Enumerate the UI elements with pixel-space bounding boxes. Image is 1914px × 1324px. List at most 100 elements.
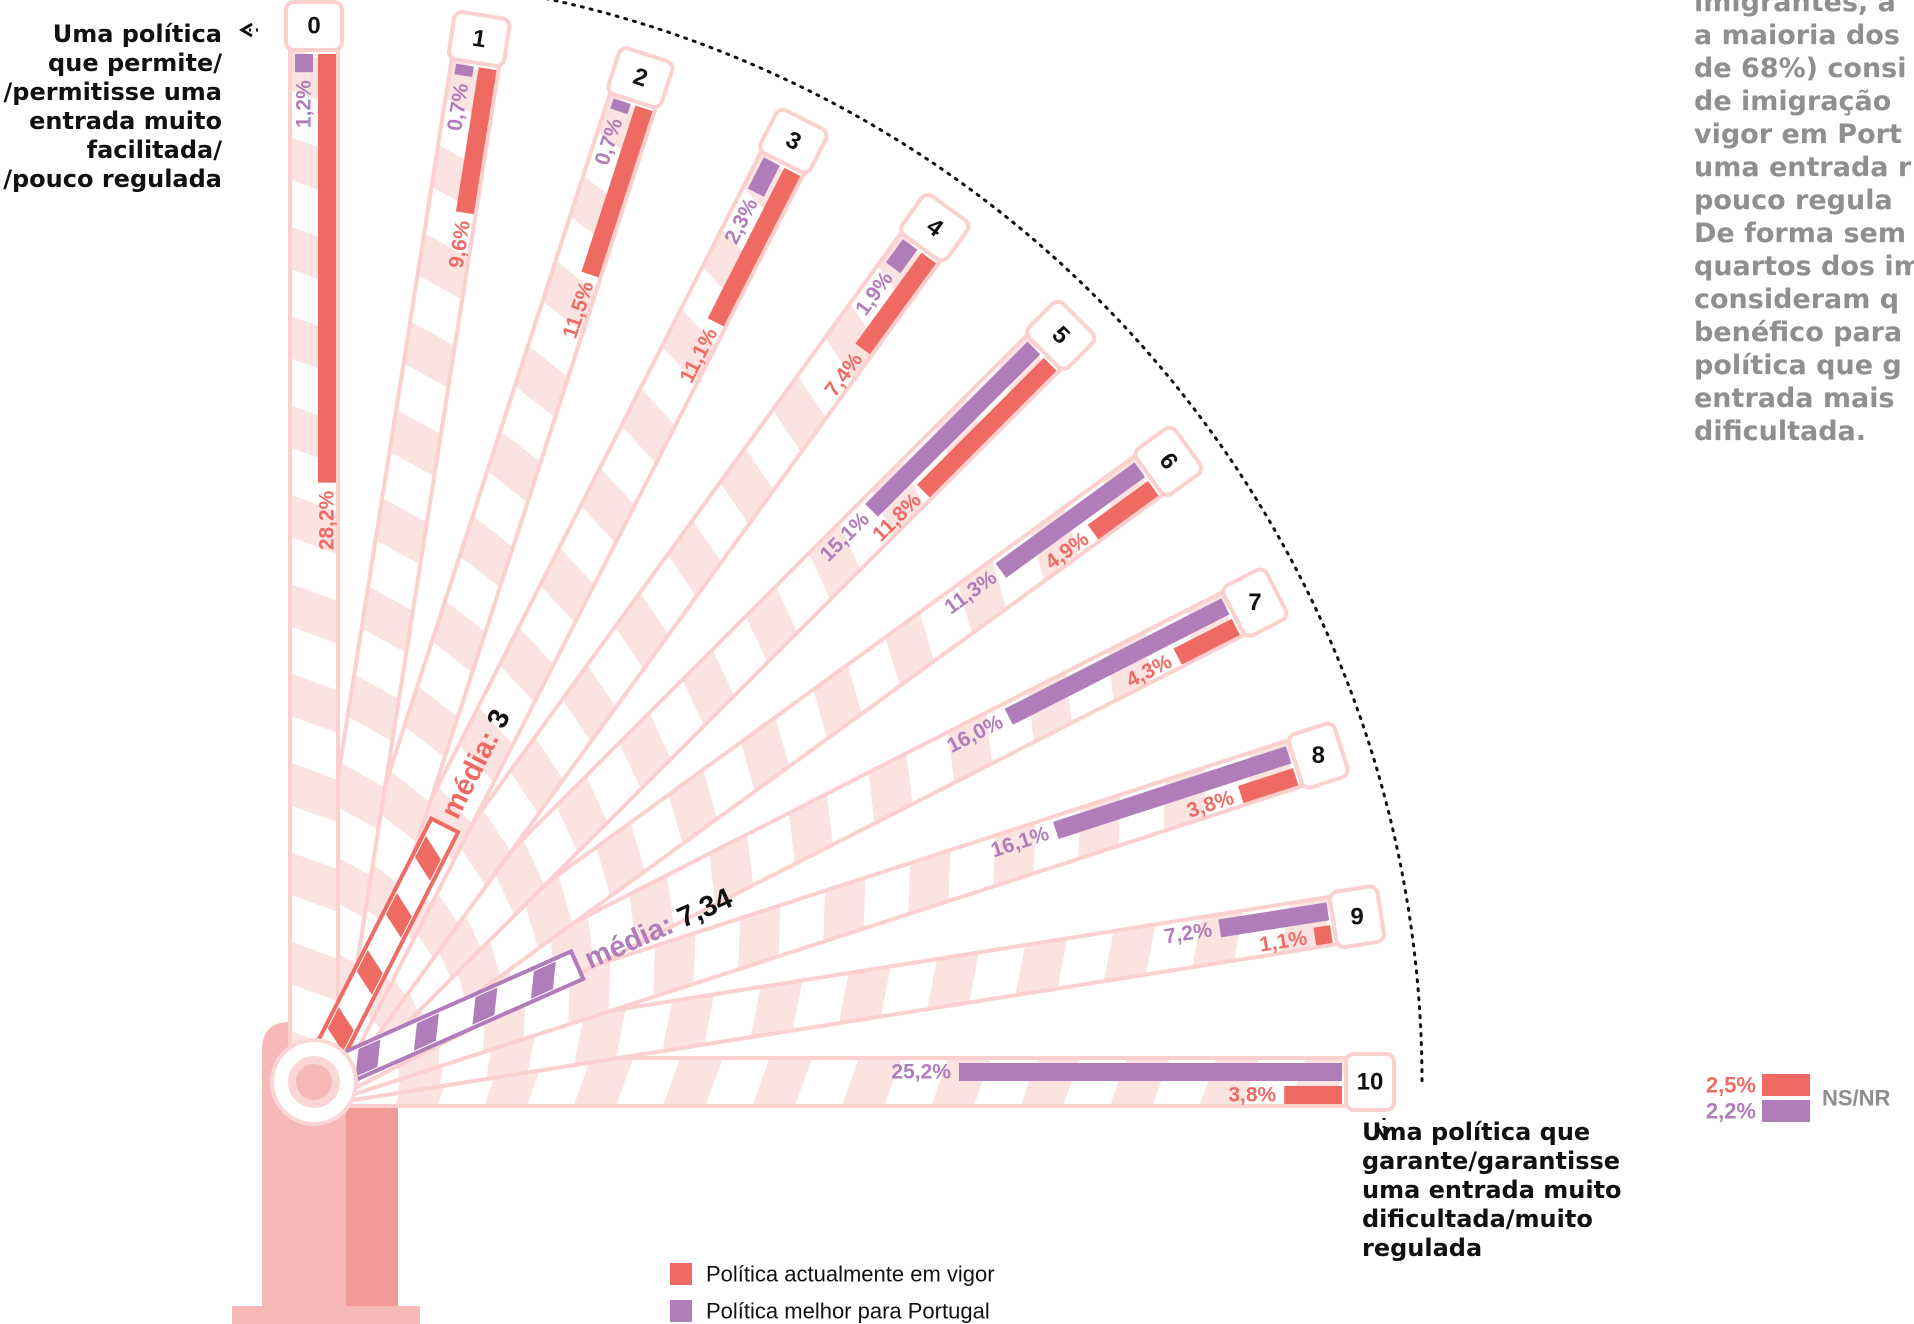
bar-better-4 [885,239,918,274]
bar-current-5 [916,357,1057,498]
arm-number-box [1344,1052,1396,1112]
scale-arm-2 [288,46,675,1092]
axis-low-line: facilitada/ [86,136,222,164]
axis-low-line: que permite/ [48,49,222,77]
bar-current-1 [455,67,497,215]
bar-better-7 [1004,598,1230,725]
note-line: política que g [1694,350,1902,381]
note-line: imigrantes, a [1694,0,1896,18]
axis-high-label: Uma política que garante/garantisse uma … [1362,1118,1622,1263]
bar-current-7 [1173,618,1240,665]
scale-arm-8 [304,721,1350,1108]
note-line: de imigração [1694,86,1892,117]
arm-number-box [1025,299,1097,371]
bar-better-8 [1053,746,1292,840]
nsnr-value-current: 2,5% [1706,1073,1756,1098]
side-note-text: imigrantes, a a maioria dos de 68%) cons… [1694,0,1914,448]
arm-number-box [758,107,829,175]
note-line: benéfico para [1694,317,1903,348]
note-line: a maioria dos [1694,20,1900,51]
bar-current-0 [318,54,336,483]
bar-current-2 [581,105,653,278]
bar-current-8 [1237,768,1299,804]
axis-high-line: dificultada/muito [1362,1205,1593,1233]
axis-low-line: /pouco regulada [3,165,222,193]
mean-stripe [385,893,412,938]
nsnr-group: 2,5%2,2% NS/NR [1706,1073,1891,1124]
bar-current-6 [1087,480,1159,540]
bar-better-6 [995,462,1146,578]
arm-number-box [284,0,344,52]
axis-high-line: garante/garantisse [1362,1147,1621,1175]
note-line: consideram q [1694,284,1900,315]
bar-better-1 [454,63,474,78]
bar-current-10 [1284,1086,1342,1104]
note-line: De forma sem [1694,218,1907,249]
note-line: dificultada. [1694,416,1867,447]
axis-low-label: Uma política que permite/ /permitisse um… [0,20,222,194]
note-line: pouco regula [1694,185,1893,216]
arm-number-box [446,10,512,68]
note-line: uma entrada r [1694,152,1912,183]
arm-number-box [899,192,971,263]
data-label: 3,8% [1228,1084,1276,1107]
scale-arm-5 [294,299,1097,1102]
legend-swatch [670,1300,692,1322]
scale-number-0: 0 [307,13,320,40]
bar-better-3 [747,157,780,197]
chart-legend: Política actualmente em vigor Política me… [670,1262,995,1324]
mean-stripe [414,835,441,881]
arm-number-box [606,46,675,110]
nsnr-value-better: 2,2% [1706,1099,1756,1124]
bar-better-5 [865,341,1041,517]
note-line: entrada mais [1694,383,1895,414]
nsnr-bar-current [1762,1074,1810,1096]
bar-current-3 [707,167,801,327]
scale-number-8: 8 [1312,742,1325,769]
bar-better-2 [610,98,631,115]
bar-better-0 [295,53,313,73]
scale-number-10: 10 [1357,1069,1384,1096]
mean-stripe [356,950,383,995]
scale-number-9: 9 [1350,903,1363,930]
arm-number-box [1328,884,1386,950]
bar-better-10 [958,1063,1342,1081]
bar-better-9 [1218,902,1330,938]
legend-swatch [670,1263,692,1285]
arm-number-box [1133,425,1204,497]
nsnr-label: NS/NR [1822,1086,1891,1111]
axis-low-line: /permitisse uma [3,78,222,106]
data-label: 1,2% [293,80,316,128]
mean-indicator: média: 3 [307,704,517,1074]
mean-stripe [530,961,556,999]
arrow-down-icon [1376,1127,1392,1141]
axis-high-line: uma entrada muito [1362,1176,1622,1204]
data-label: 28,2% [316,490,339,550]
note-line: vigor em Port [1694,119,1902,150]
legend-label: Política actualmente em vigor [706,1262,995,1287]
bar-current-4 [855,252,937,355]
arm-number-box [1286,721,1350,790]
note-line: quartos dos im [1694,251,1914,282]
barrier-pivot-icon [270,1038,358,1126]
scale-arm-0 [284,0,344,1084]
scale-arm-9 [307,884,1386,1108]
scale-number-7: 7 [1248,589,1261,616]
note-line: de 68%) consi [1694,53,1907,84]
legend-label: Política melhor para Portugal [706,1299,990,1324]
mean-stripe [355,1039,381,1077]
axis-high-line: regulada [1362,1234,1483,1262]
scale-arc [545,0,1424,1084]
mean-stripe [413,1013,439,1051]
axis-low-line: Uma política [52,20,222,48]
axis-low-line: entrada muito [29,107,222,135]
mean-stripe [327,1007,354,1052]
bar-current-9 [1313,925,1333,946]
arrow-left-icon [239,22,253,38]
data-label: 25,2% [891,1061,951,1084]
scale-number-1: 1 [470,25,487,54]
axis-high-line: Uma política que [1362,1118,1591,1146]
mean-stripe [472,987,498,1025]
nsnr-bar-better [1762,1100,1810,1122]
